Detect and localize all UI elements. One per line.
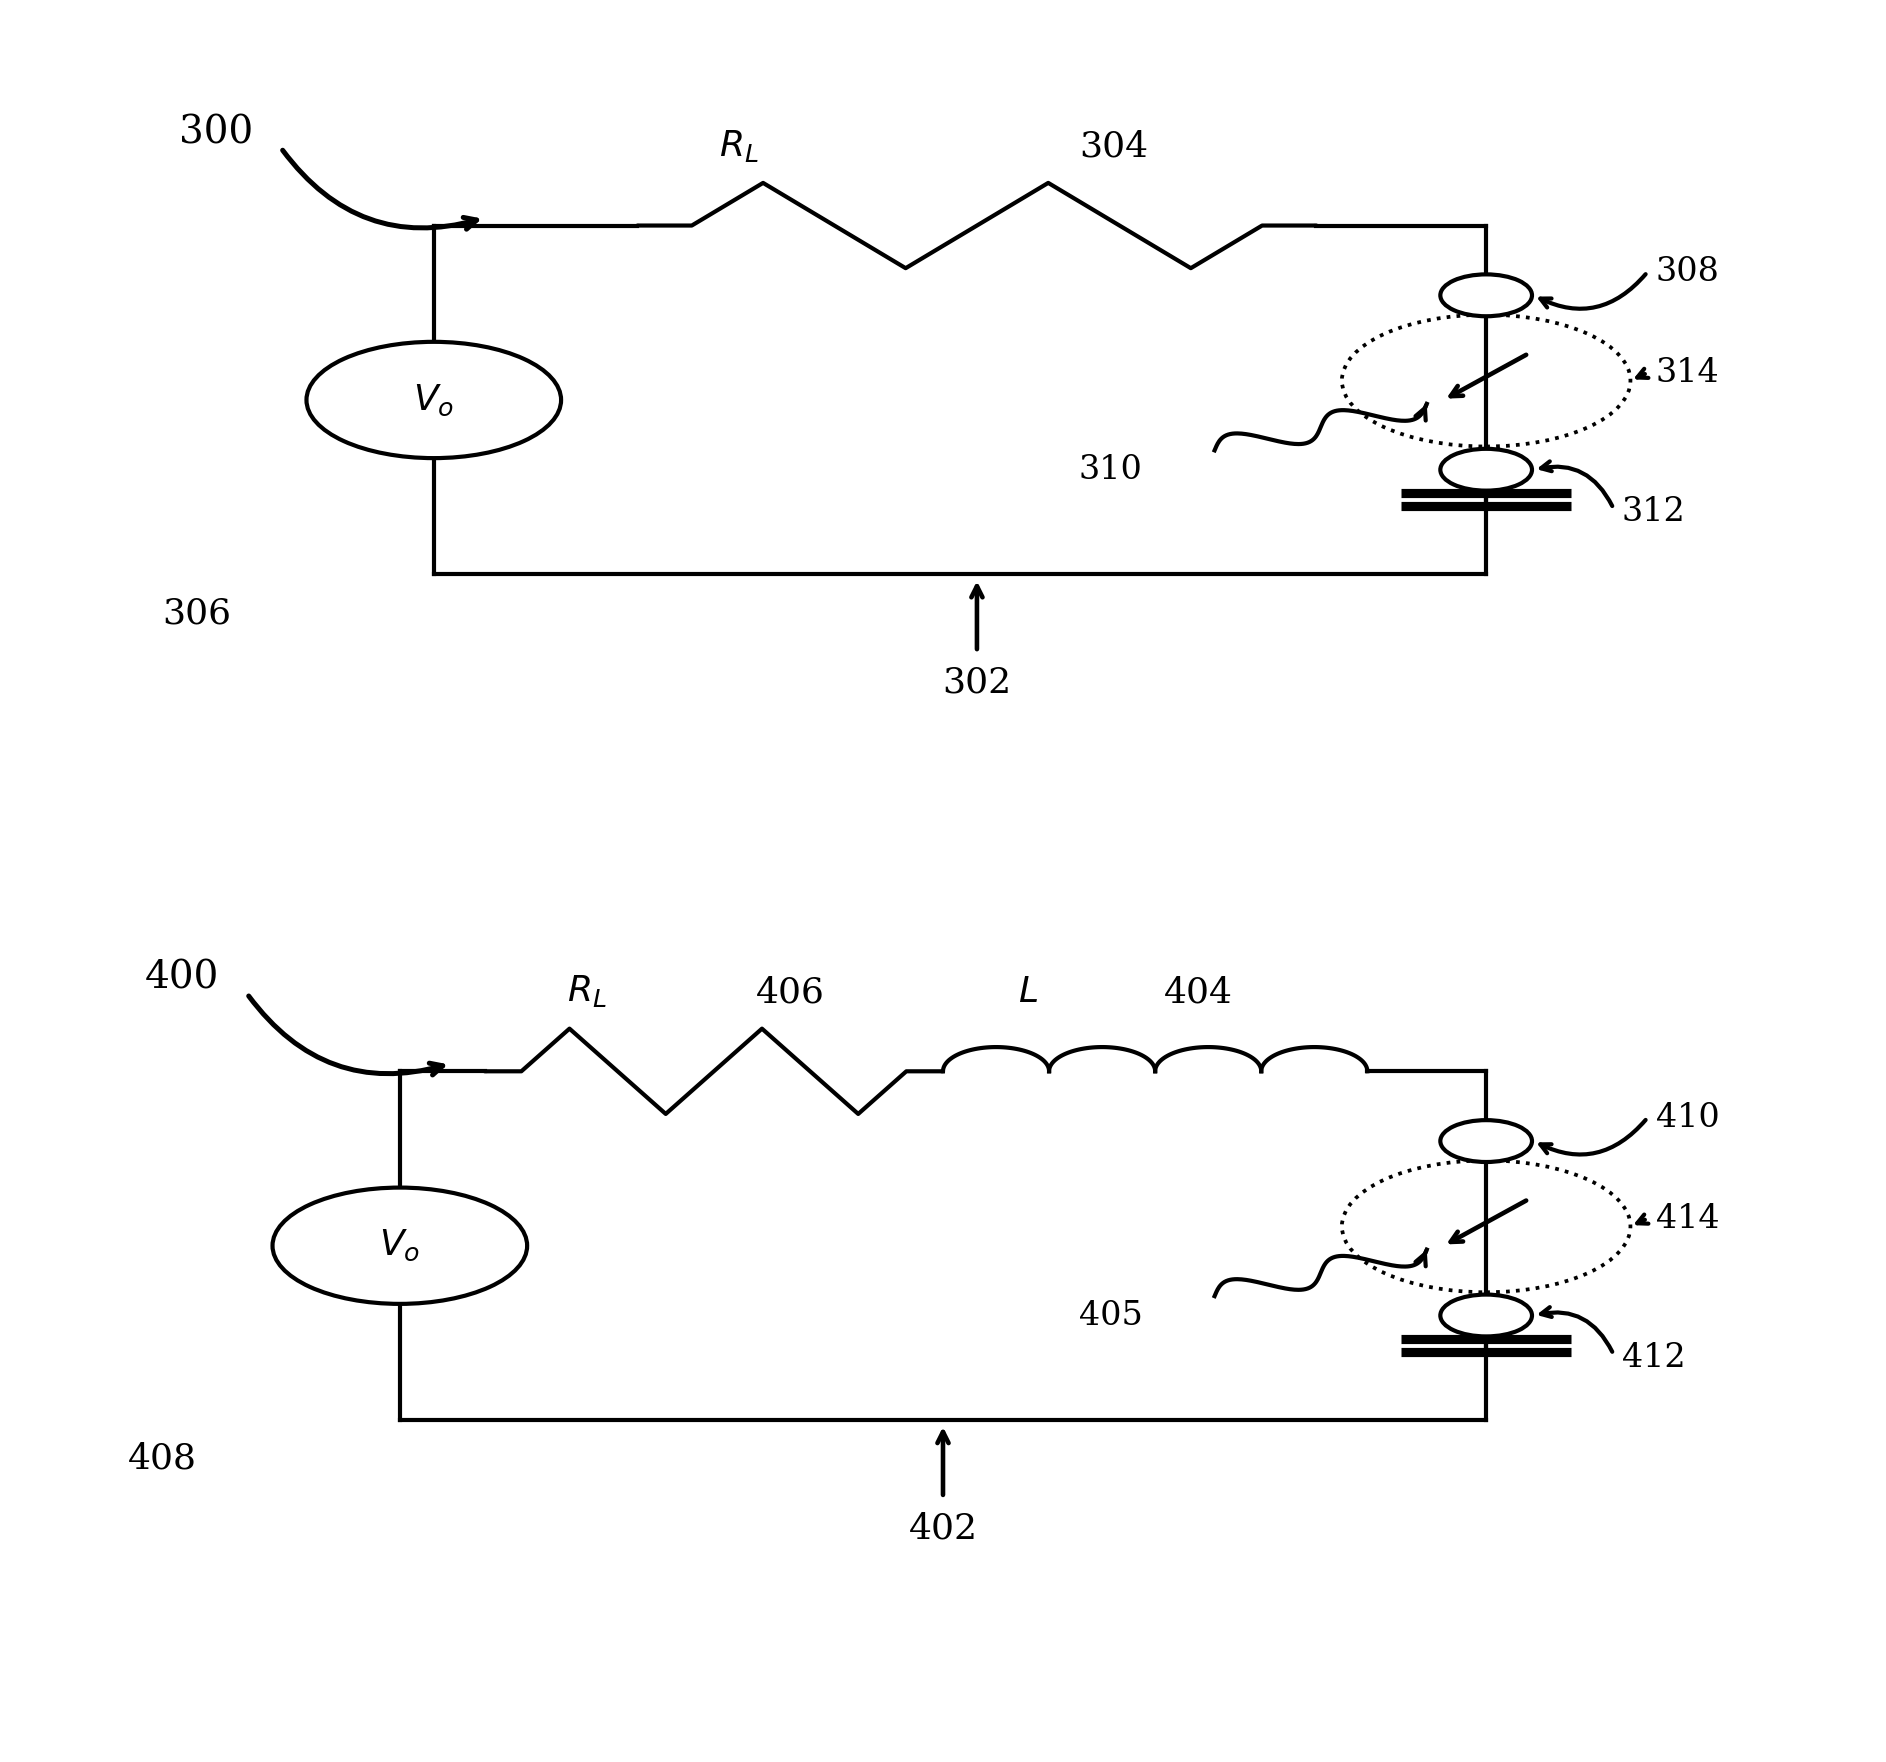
Text: $L$: $L$ xyxy=(1018,976,1037,1010)
Text: 402: 402 xyxy=(909,1512,977,1545)
Text: 404: 404 xyxy=(1164,976,1233,1010)
Text: 406: 406 xyxy=(756,976,826,1010)
Text: 405: 405 xyxy=(1079,1300,1143,1332)
Text: 312: 312 xyxy=(1622,497,1686,529)
Text: 308: 308 xyxy=(1656,255,1720,287)
Circle shape xyxy=(1441,275,1531,315)
Text: 300: 300 xyxy=(179,115,253,152)
Circle shape xyxy=(1441,1121,1531,1161)
Circle shape xyxy=(273,1188,528,1304)
Text: $R_L$: $R_L$ xyxy=(719,127,760,164)
Circle shape xyxy=(307,342,562,458)
Circle shape xyxy=(1441,1295,1531,1336)
Text: 412: 412 xyxy=(1622,1343,1686,1374)
Text: 310: 310 xyxy=(1079,455,1143,486)
Text: 314: 314 xyxy=(1656,358,1720,389)
Text: 400: 400 xyxy=(145,960,219,997)
Text: 408: 408 xyxy=(128,1441,198,1477)
Text: 302: 302 xyxy=(943,666,1011,700)
Text: 306: 306 xyxy=(162,596,232,631)
Text: 414: 414 xyxy=(1656,1203,1720,1235)
Text: $R_L$: $R_L$ xyxy=(566,973,607,1010)
Text: $V_o$: $V_o$ xyxy=(379,1228,421,1263)
Circle shape xyxy=(1441,449,1531,490)
Text: 304: 304 xyxy=(1079,130,1149,164)
Text: 410: 410 xyxy=(1656,1101,1720,1133)
Text: $V_o$: $V_o$ xyxy=(413,382,455,418)
